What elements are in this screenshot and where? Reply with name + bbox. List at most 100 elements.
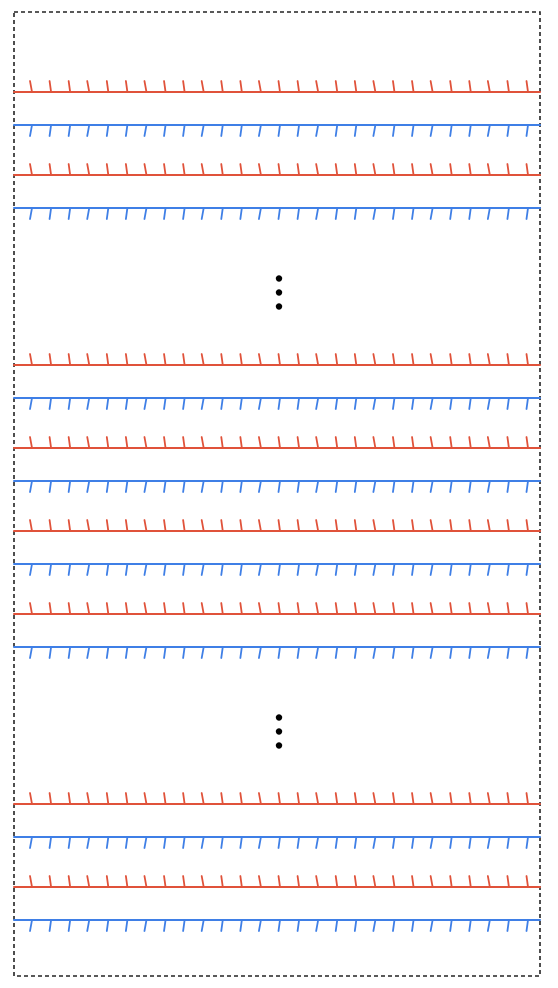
ellipsis-dot (275, 728, 283, 735)
red-line-tick (124, 875, 129, 888)
lines-layer (13, 80, 541, 932)
blue-line-tick (411, 397, 415, 410)
blue-line-tick (468, 836, 472, 849)
blue-line (13, 124, 541, 137)
red-line-tick (334, 875, 339, 888)
red-line-tick (296, 519, 300, 532)
red-line-tick (392, 519, 396, 532)
red-line-tick (315, 353, 320, 366)
blue-line-tick (411, 919, 415, 932)
red-line-tick (353, 163, 358, 176)
blue-line-tick (429, 124, 434, 137)
red-line-tick (143, 80, 148, 93)
blue-line-tick (372, 397, 377, 410)
blue-line-tick (220, 919, 224, 932)
red-line-tick (163, 792, 167, 805)
blue-line-tick (67, 124, 72, 137)
red-line-tick (411, 436, 415, 449)
blue-line-tick (486, 836, 491, 849)
red-line-tick (67, 792, 72, 805)
blue-line-tick (429, 646, 434, 659)
blue-line-tick (392, 919, 396, 932)
blue-line-tick (486, 919, 491, 932)
blue-line-tick (220, 207, 224, 220)
blue-line-tick (468, 397, 472, 410)
blue-line-tick (258, 480, 262, 493)
red-line-tick (315, 163, 320, 176)
red-line (13, 353, 541, 366)
blue-line-tick (525, 646, 529, 659)
blue-line-tick (200, 836, 205, 849)
blue-line-tick (105, 480, 110, 493)
blue-line-tick (506, 480, 510, 493)
red-line-tick (29, 602, 33, 615)
red-line (13, 436, 541, 449)
red-line-tick (29, 80, 33, 93)
red-line-tick (48, 602, 52, 615)
red-line-tick (29, 792, 33, 805)
red-line-tick (48, 519, 52, 532)
blue-line-tick (296, 563, 300, 576)
blue-line-tick (239, 563, 243, 576)
red-line-tick (220, 602, 224, 615)
blue-line-tick (86, 207, 91, 220)
red-line-tick (143, 163, 148, 176)
blue-line-tick (525, 563, 529, 576)
blue-line-tick (86, 836, 91, 849)
red-line-tick (200, 436, 205, 449)
red-line-tick (163, 163, 167, 176)
blue-line-tick (29, 646, 33, 659)
blue-line-tick (239, 919, 243, 932)
red-line (13, 792, 541, 805)
red-line-tick (200, 875, 205, 888)
blue-line-tick (353, 563, 358, 576)
blue-line-tick (67, 646, 72, 659)
blue-line-tick (105, 646, 110, 659)
red-line-tick (449, 80, 453, 93)
red-line-tick (525, 602, 529, 615)
blue-line-tick (29, 836, 33, 849)
blue-line-tick (296, 124, 300, 137)
blue-line-tick (449, 480, 453, 493)
red-line-tick (353, 80, 358, 93)
blue-line-tick (29, 563, 33, 576)
red-line-tick (506, 792, 510, 805)
blue-line-tick (353, 836, 358, 849)
red-line-tick (525, 875, 529, 888)
red-line-tick (182, 519, 186, 532)
blue-line-tick (525, 836, 529, 849)
blue-line-tick (105, 207, 110, 220)
blue-line-tick (315, 397, 320, 410)
blue-line-tick (277, 480, 281, 493)
blue-line-tick (48, 919, 52, 932)
blue-line-tick (315, 480, 320, 493)
blue-line-tick (353, 124, 358, 137)
red-line-tick (334, 436, 339, 449)
blue-line-tick (429, 836, 434, 849)
blue-line-tick (449, 836, 453, 849)
red-line-tick (334, 353, 339, 366)
red-line-tick (411, 519, 415, 532)
red-line-tick (486, 792, 491, 805)
blue-line-tick (29, 480, 33, 493)
red-line-tick (200, 80, 205, 93)
red-line-tick (105, 792, 110, 805)
blue-line-tick (48, 480, 52, 493)
blue-line-tick (486, 646, 491, 659)
red-line-tick (220, 436, 224, 449)
red-line-tick (525, 353, 529, 366)
red-line-tick (239, 436, 243, 449)
blue-line-tick (258, 397, 262, 410)
red-line-tick (296, 163, 300, 176)
blue-line-tick (239, 397, 243, 410)
red-line-tick (315, 875, 320, 888)
red-line-tick (143, 875, 148, 888)
red-line-tick (486, 602, 491, 615)
red-line-tick (372, 602, 377, 615)
red-line-tick (429, 436, 434, 449)
blue-line-tick (143, 563, 148, 576)
blue-line-tick (334, 480, 339, 493)
blue-line-tick (334, 207, 339, 220)
blue-line-tick (258, 124, 262, 137)
blue-line-tick (334, 124, 339, 137)
